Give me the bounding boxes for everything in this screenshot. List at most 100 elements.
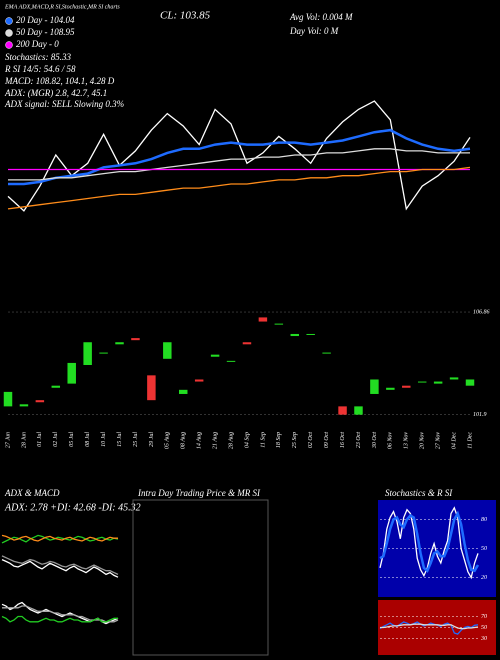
candle — [322, 352, 331, 354]
annotation: MACD: 108.82, 104.1, 4.28 D — [4, 76, 115, 86]
candle — [35, 400, 45, 403]
candle — [131, 338, 140, 341]
x-tick-label: 05 Aug — [165, 432, 171, 449]
x-tick-label: 28 Aug — [228, 432, 234, 449]
x-tick-label: 18 Sep — [276, 432, 282, 448]
x-tick-label: 06 Nov — [388, 432, 394, 450]
x-tick-label: 02 Oct — [308, 432, 314, 448]
legend-marker — [5, 17, 13, 25]
candle — [163, 342, 172, 359]
y-tick-label: 101.9 — [473, 412, 487, 418]
candle — [179, 389, 188, 394]
legend-marker — [5, 29, 13, 37]
candle — [3, 391, 13, 407]
candle — [67, 362, 76, 384]
candle — [370, 379, 379, 394]
x-tick-label: 02 Jul — [53, 432, 59, 447]
intraday-frame — [132, 499, 269, 656]
x-tick-label: 20 Nov — [420, 432, 426, 450]
y-tick-label: 106.86 — [473, 309, 490, 315]
x-tick-label: 27 Jun — [5, 432, 11, 448]
panel-title: ADX & MACD — [4, 488, 60, 498]
legend-label: 20 Day - 104.04 — [16, 15, 75, 25]
candle — [338, 406, 347, 415]
candle — [210, 354, 220, 357]
annotation: ADX: (MGR) 2.8, 42.7, 45.1 — [4, 88, 107, 98]
series-line — [1, 534, 119, 544]
x-tick-label: 13 Nov — [404, 432, 410, 450]
y-tick-label: 80 — [481, 517, 487, 523]
x-tick-label: 09 Oct — [324, 432, 330, 448]
candle — [147, 375, 156, 401]
x-tick-label: 25 Jul — [133, 432, 139, 447]
x-tick-label: 30 Oct — [372, 432, 378, 449]
candle — [274, 323, 284, 325]
series-line — [380, 623, 479, 630]
candle — [465, 379, 475, 386]
legend-marker — [5, 41, 13, 49]
candle — [242, 342, 252, 345]
legend-label: 50 Day - 108.95 — [16, 27, 75, 37]
avg-vol: Avg Vol: 0.004 M — [289, 12, 353, 22]
x-tick-label: 08 Jul — [85, 432, 91, 447]
series-line — [8, 148, 470, 181]
series-line — [2, 605, 119, 623]
day-vol: Day Vol: 0 M — [289, 26, 339, 36]
x-tick-label: 29 Jul — [149, 432, 155, 447]
x-tick-label: 27 Nov — [436, 432, 442, 450]
x-tick-label: 05 Jul — [69, 432, 75, 447]
candle — [354, 406, 363, 415]
x-tick-label: 10 Jul — [101, 432, 107, 447]
x-tick-label: 01 Jul — [37, 432, 43, 447]
close-label: CL: 103.85 — [160, 10, 211, 22]
y-tick-label: 50 — [481, 625, 487, 631]
panel-title: Stochastics & R SI — [385, 488, 453, 498]
x-tick-label: 16 Oct — [340, 432, 346, 448]
candle — [449, 377, 459, 380]
series-line — [1, 555, 119, 575]
candle — [99, 352, 108, 354]
y-tick-label: 20 — [481, 575, 487, 581]
x-tick-label: 23 Oct — [356, 432, 362, 448]
candle — [290, 333, 299, 337]
annotation: Stochastics: 85.33 — [5, 52, 71, 62]
chart-title: EMA ADX,MACD,R SI,Stochastic,MR SI chart… — [4, 4, 120, 10]
annotation: ADX signal: SELL Slowing 0.3% — [4, 99, 124, 109]
x-tick-label: 11 Sep — [260, 432, 266, 448]
candle — [83, 342, 92, 365]
y-tick-label: 30 — [480, 636, 487, 642]
annotation: R SI 14/5: 54.6 / 58 — [4, 64, 76, 74]
x-tick-label: 15 Jul — [117, 432, 123, 447]
adx-label: ADX: 2.78 +DI: 42.68 -DI: 45.32 — [4, 502, 141, 513]
panel-title: Intra Day Trading Price & MR SI — [137, 488, 261, 498]
candle — [306, 333, 315, 335]
series-line — [379, 510, 480, 573]
y-tick-label: 50 — [481, 546, 487, 552]
candle — [115, 342, 124, 345]
series-line — [1, 559, 119, 578]
candle — [433, 381, 443, 384]
candle — [51, 385, 61, 388]
x-tick-label: 08 Aug — [181, 432, 187, 449]
legend-label: 200 Day - 0 — [16, 39, 59, 49]
series-line — [379, 506, 479, 580]
series-line — [1, 534, 118, 542]
series-line — [7, 166, 471, 210]
candle — [258, 317, 268, 322]
x-tick-label: 04 Dec — [450, 432, 457, 449]
candle — [226, 360, 236, 362]
x-tick-label: 11 Dec — [467, 432, 473, 449]
candle — [417, 381, 427, 383]
x-tick-label: 14 Aug — [196, 432, 203, 449]
candle — [402, 385, 411, 388]
candle — [19, 404, 29, 407]
candle — [386, 387, 395, 390]
x-tick-label: 21 Aug — [212, 432, 218, 449]
x-tick-label: 25 Sep — [292, 432, 298, 448]
x-tick-label: 04 Sep — [243, 432, 250, 448]
y-tick-label: 70 — [481, 614, 487, 620]
x-tick-label: 28 Jun — [21, 432, 27, 448]
series-line — [8, 128, 471, 186]
